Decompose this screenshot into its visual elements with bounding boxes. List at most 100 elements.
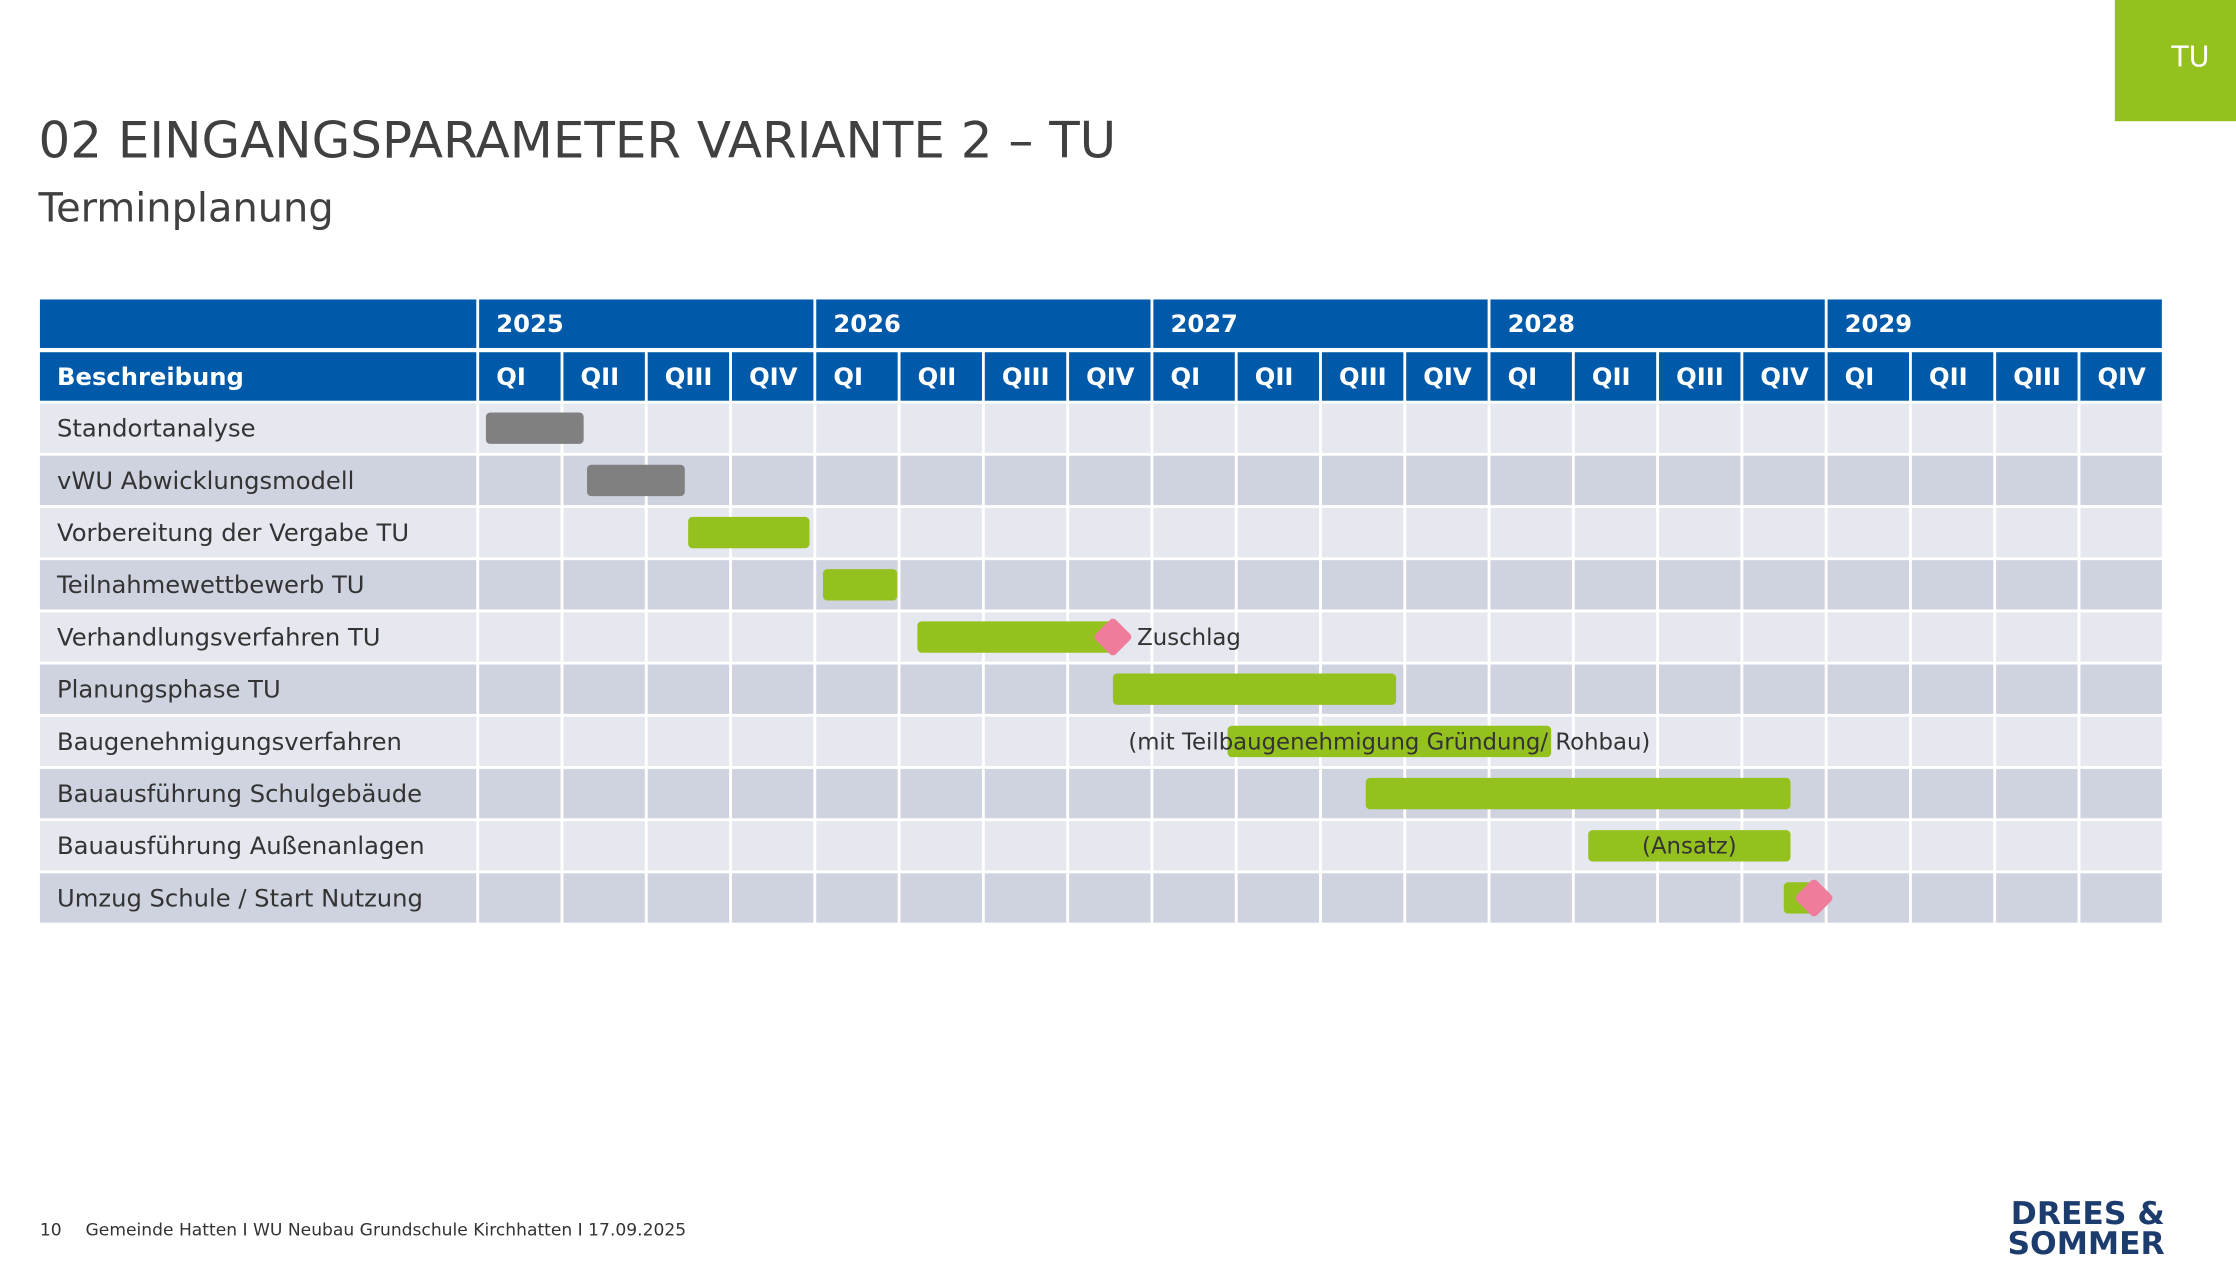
timeline-cell bbox=[1490, 403, 1572, 453]
task-label: Verhandlungsverfahren TU bbox=[57, 622, 380, 651]
timeline-cell bbox=[1659, 403, 1741, 453]
timeline-cell bbox=[1321, 821, 1404, 871]
timeline-cell bbox=[1490, 873, 1572, 923]
timeline-cell bbox=[1659, 716, 1741, 767]
timeline-cell bbox=[1911, 507, 1994, 558]
timeline-cell bbox=[984, 768, 1067, 819]
quarter-cell bbox=[647, 352, 730, 401]
timeline-cell bbox=[1237, 507, 1320, 558]
row-label-cell bbox=[39, 716, 477, 767]
timeline-cell bbox=[479, 455, 561, 506]
timeline-cell bbox=[1827, 403, 1910, 453]
timeline-cell bbox=[1574, 716, 1657, 767]
timeline-cell bbox=[900, 560, 982, 610]
timeline-cell bbox=[816, 768, 898, 819]
task-bar bbox=[1112, 673, 1397, 705]
gantt-chart: Beschreibung 2025 QI QII QIII QIV 2026 QI QII QII… bbox=[39, 299, 2162, 923]
title: 02 EINGANGSPARAMETER VARIANTE 2 – TU bbox=[39, 112, 1117, 170]
timeline-cell bbox=[1069, 716, 1151, 767]
timeline-cell bbox=[647, 768, 730, 819]
timeline-cell bbox=[731, 403, 814, 453]
timeline-cell bbox=[816, 507, 898, 558]
row-label-cell bbox=[39, 664, 477, 714]
timeline-cell bbox=[731, 612, 814, 662]
timeline-cell bbox=[2080, 768, 2162, 819]
task-label: Standortanalyse bbox=[57, 414, 255, 443]
timeline-cell bbox=[1406, 821, 1488, 871]
timeline-cell bbox=[900, 768, 982, 819]
timeline-cell bbox=[1153, 403, 1235, 453]
logo-line: SOMMER bbox=[2007, 1226, 2164, 1262]
task-label: Baugenehmigungsverfahren bbox=[57, 727, 402, 756]
timeline-cell bbox=[647, 612, 730, 662]
timeline-cell bbox=[816, 873, 898, 923]
footer-text: Gemeinde Hatten I WU Neubau Grundschule … bbox=[86, 1221, 687, 1241]
task-bar bbox=[688, 516, 810, 549]
timeline-cell bbox=[900, 403, 982, 453]
task-bar bbox=[1588, 830, 1791, 862]
timeline-cell bbox=[1237, 612, 1320, 662]
logo-line: DREES & bbox=[2011, 1196, 2165, 1232]
timeline-cell bbox=[1237, 455, 1320, 506]
timeline-cell bbox=[816, 403, 898, 453]
timeline-cell bbox=[1406, 507, 1488, 558]
task-label: vWU Abwicklungsmodell bbox=[57, 466, 354, 495]
quarter-cell bbox=[984, 352, 1067, 401]
timeline-cell bbox=[731, 455, 814, 506]
timeline-cell bbox=[563, 716, 645, 767]
timeline-cell bbox=[816, 821, 898, 871]
year-cell bbox=[1490, 299, 1825, 348]
timeline-cell bbox=[1490, 455, 1572, 506]
timeline-cell bbox=[1911, 768, 1994, 819]
timeline-cell bbox=[1153, 455, 1235, 506]
timeline-cell bbox=[1069, 560, 1151, 610]
quarter-label: QI bbox=[1845, 362, 1875, 391]
timeline-cell bbox=[731, 821, 814, 871]
task-label: Teilnahmewettbewerb TU bbox=[56, 570, 365, 599]
task-label: Bauausführung Außenanlagen bbox=[57, 831, 425, 860]
timeline-cell bbox=[479, 873, 561, 923]
quarter-cell bbox=[1153, 352, 1235, 401]
timeline-cell bbox=[479, 768, 561, 819]
timeline-cell bbox=[1996, 507, 2078, 558]
timeline-cell bbox=[1153, 821, 1235, 871]
timeline-cell bbox=[1827, 664, 1910, 714]
timeline-cell bbox=[816, 664, 898, 714]
annotation: (Ansatz) bbox=[1642, 834, 1737, 860]
timeline-cell bbox=[1827, 768, 1910, 819]
timeline-cell bbox=[1911, 403, 1994, 453]
timeline-cell bbox=[479, 821, 561, 871]
timeline-cell bbox=[1911, 821, 1994, 871]
task-label: Vorbereitung der Vergabe TU bbox=[57, 518, 409, 547]
quarter-cell bbox=[1321, 352, 1404, 401]
task-bar bbox=[822, 569, 898, 601]
timeline-cell bbox=[984, 507, 1067, 558]
quarter-cell bbox=[1490, 352, 1572, 401]
timeline-cell bbox=[1574, 612, 1657, 662]
timeline-cell bbox=[731, 664, 814, 714]
timeline-cell bbox=[1827, 560, 1910, 610]
timeline-cell bbox=[1574, 507, 1657, 558]
timeline-cell bbox=[1153, 612, 1235, 662]
timeline-cell bbox=[816, 455, 898, 506]
timeline-cell bbox=[1153, 560, 1235, 610]
row-label-cell bbox=[39, 403, 477, 453]
quarter-label: QIII bbox=[1002, 362, 1050, 391]
timeline-cell bbox=[1996, 403, 2078, 453]
timeline-cell bbox=[1406, 403, 1488, 453]
timeline-cell bbox=[1153, 507, 1235, 558]
timeline-cell bbox=[1743, 455, 1825, 506]
quarter-label: QI bbox=[1508, 362, 1538, 391]
timeline-cell bbox=[2080, 560, 2162, 610]
year-cell bbox=[479, 299, 814, 348]
timeline-cell bbox=[1069, 507, 1151, 558]
timeline-cell bbox=[2080, 507, 2162, 558]
timeline-cell bbox=[563, 560, 645, 610]
timeline-cell bbox=[1911, 716, 1994, 767]
timeline-cell bbox=[731, 768, 814, 819]
timeline-cell bbox=[900, 821, 982, 871]
task-bar bbox=[1365, 777, 1791, 810]
year-cell bbox=[1153, 299, 1488, 348]
quarter-cell bbox=[1996, 352, 2078, 401]
row-label-cell bbox=[39, 455, 477, 506]
